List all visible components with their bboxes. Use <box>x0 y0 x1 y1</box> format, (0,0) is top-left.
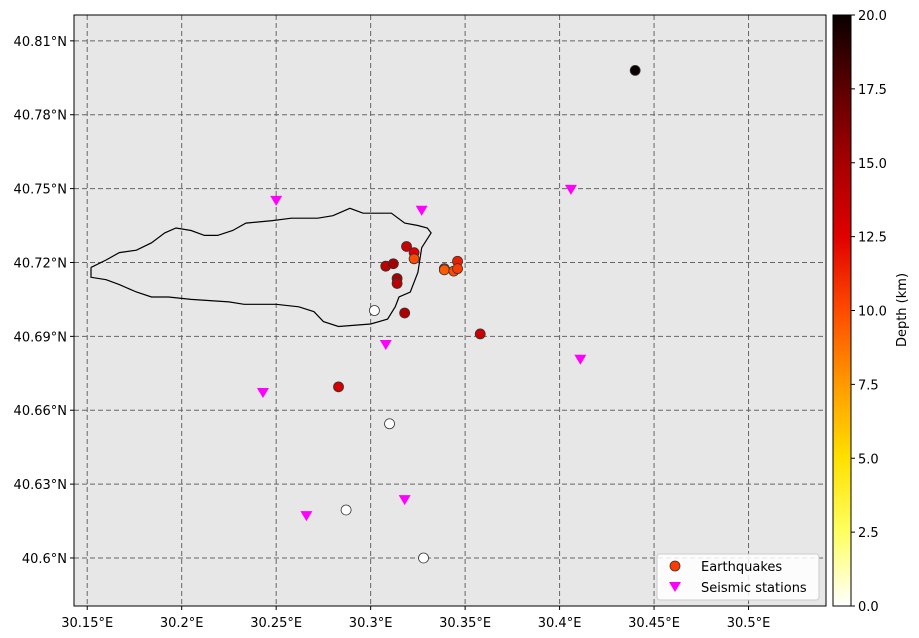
y-tick-label: 40.6°N <box>22 552 67 567</box>
x-tick-label: 30.5°E <box>727 616 771 631</box>
y-tick-label: 40.75°N <box>14 183 67 198</box>
map-gridlines <box>74 15 826 606</box>
x-tick-label: 30.45°E <box>628 616 680 631</box>
seismic-stations-layer <box>256 184 587 522</box>
longitude-ticks: 30.15°E 30.2°E 30.25°E 30.3°E 30.35°E 30.4°E 3… <box>61 606 770 631</box>
lake-outline <box>90 207 432 328</box>
earthquake-marker <box>629 65 641 76</box>
colorbar-label: Depth (km) <box>895 273 910 347</box>
y-tick-label: 40.81°N <box>14 35 67 50</box>
seismic-station-marker <box>574 354 587 365</box>
colorbar-tick-label: 15.0 <box>858 157 887 172</box>
legend-station-marker <box>669 582 681 592</box>
y-tick-label: 40.78°N <box>14 109 67 124</box>
seismic-station-marker <box>300 511 313 522</box>
y-tick-label: 40.66°N <box>14 404 67 419</box>
earthquake-marker <box>333 381 344 393</box>
earthquake-marker <box>340 504 352 516</box>
legend-earthquake-marker <box>669 560 681 572</box>
seismic-station-marker <box>256 387 269 398</box>
x-tick-label: 30.15°E <box>61 616 113 631</box>
map-legend: Earthquakes Seismic stations <box>656 553 820 601</box>
x-tick-label: 30.35°E <box>439 616 491 631</box>
seismic-station-marker <box>270 195 283 206</box>
earthquake-marker <box>408 253 420 265</box>
colorbar-tick-label: 20.0 <box>858 9 887 24</box>
colorbar-tick-label: 10.0 <box>858 305 887 320</box>
legend-stations-label: Seismic stations <box>701 581 807 596</box>
seismic-station-marker <box>398 495 411 506</box>
colorbar-tick-label: 12.5 <box>858 231 887 246</box>
latitude-ticks: 40.6°N 40.63°N 40.66°N 40.69°N 40.72°N 40.75°… <box>14 35 74 567</box>
earthquake-marker <box>391 278 403 289</box>
x-tick-label: 30.25°E <box>250 616 302 631</box>
legend-box <box>656 553 820 601</box>
map-plot-area <box>74 15 826 606</box>
map-frame <box>73 14 827 607</box>
colorbar-ticks: 0.0 2.5 5.0 7.5 10.0 12.5 15.0 17.5 20.0 <box>851 9 887 615</box>
lake-outline-layer <box>90 207 432 328</box>
depth-colorbar: 0.0 2.5 5.0 7.5 10.0 12.5 15.0 17.5 20.0 Depth (… <box>832 9 910 615</box>
seismic-station-marker <box>564 184 577 195</box>
earthquake-marker <box>452 263 463 275</box>
y-tick-label: 40.72°N <box>14 256 67 271</box>
colorbar-tick-label: 17.5 <box>858 83 887 98</box>
x-tick-label: 30.3°E <box>349 616 393 631</box>
earthquake-marker <box>369 305 380 316</box>
seismic-station-marker <box>415 205 428 216</box>
earthquake-marker <box>418 552 429 564</box>
colorbar-tick-label: 7.5 <box>858 378 879 393</box>
colorbar-tick-label: 2.5 <box>858 526 879 541</box>
seismic-station-marker <box>379 339 392 350</box>
x-tick-label: 30.4°E <box>538 616 582 631</box>
x-tick-label: 30.2°E <box>160 616 204 631</box>
earthquake-marker <box>401 241 412 252</box>
earthquake-marker <box>387 258 399 270</box>
colorbar-tick-label: 0.0 <box>858 600 879 615</box>
colorbar-tick-label: 5.0 <box>858 452 879 467</box>
earthquake-marker <box>384 418 395 430</box>
earthquake-marker <box>474 328 486 340</box>
earthquakes-layer <box>333 65 641 564</box>
y-tick-label: 40.63°N <box>14 478 67 493</box>
earthquake-marker <box>399 307 411 319</box>
earthquake-marker <box>438 264 450 276</box>
legend-earthquakes-label: Earthquakes <box>701 560 782 575</box>
colorbar-gradient <box>832 14 852 607</box>
y-tick-label: 40.69°N <box>14 330 67 345</box>
